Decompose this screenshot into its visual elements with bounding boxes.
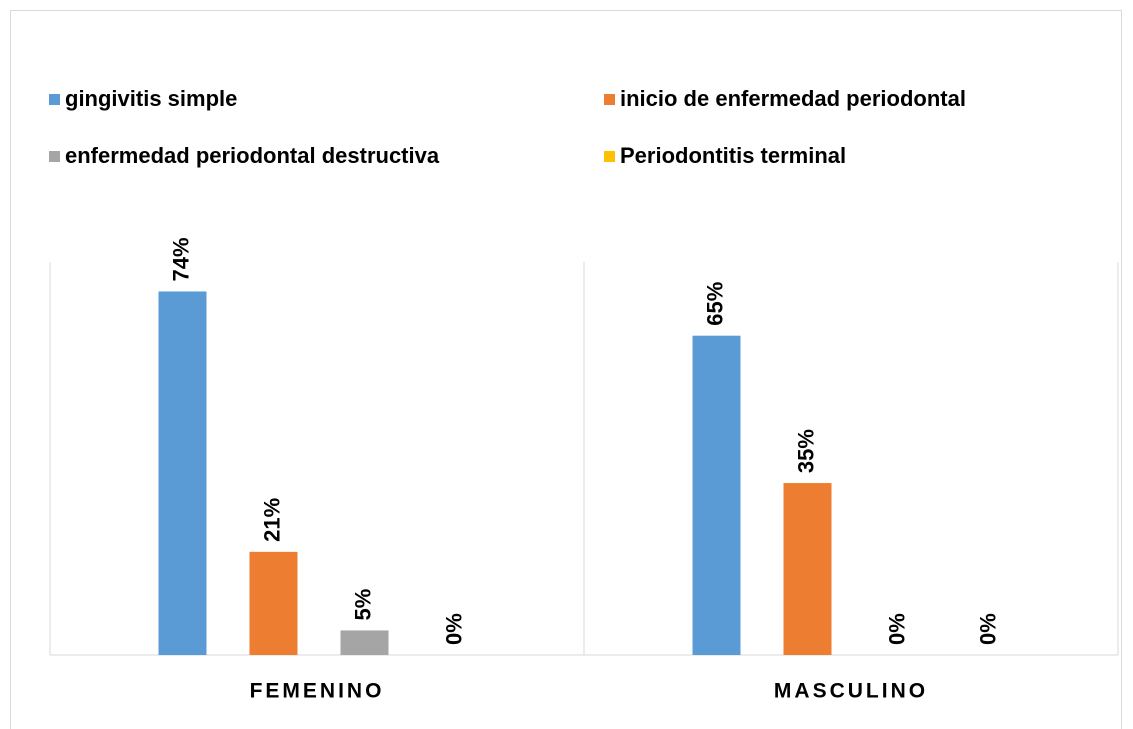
bar bbox=[783, 483, 832, 655]
data-label: 35% bbox=[793, 429, 818, 473]
legend-label: gingivitis simple bbox=[65, 86, 237, 111]
bar bbox=[340, 630, 389, 655]
legend-swatch bbox=[604, 94, 615, 105]
legend-label: inicio de enfermedad periodontal bbox=[620, 86, 966, 111]
data-label: 0% bbox=[884, 613, 909, 645]
bar bbox=[158, 291, 207, 655]
bar bbox=[249, 551, 298, 655]
legend-swatch bbox=[49, 151, 60, 162]
data-label: 74% bbox=[168, 237, 193, 281]
legend-swatch bbox=[604, 151, 615, 162]
legend-label: enfermedad periodontal destructiva bbox=[65, 143, 440, 168]
data-label: 21% bbox=[259, 498, 284, 542]
x-tick-label: FEMENINO bbox=[250, 680, 385, 703]
legend-label: Periodontitis terminal bbox=[620, 143, 846, 168]
data-label: 65% bbox=[702, 282, 727, 326]
bar bbox=[692, 335, 741, 655]
data-label: 0% bbox=[975, 613, 1000, 645]
data-label: 0% bbox=[441, 613, 466, 645]
legend-swatch bbox=[49, 94, 60, 105]
data-label: 5% bbox=[350, 589, 375, 621]
chart-frame bbox=[10, 10, 1122, 729]
x-tick-label: MASCULINO bbox=[774, 680, 928, 703]
